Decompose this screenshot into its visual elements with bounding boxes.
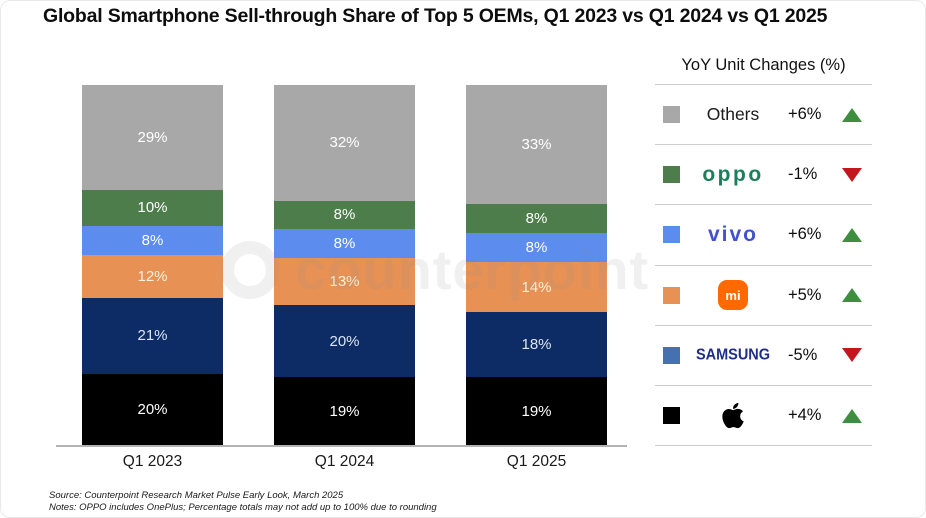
xiaomi-swatch-icon: [663, 286, 680, 304]
source-line: Source: Counterpoint Research Market Pul…: [49, 490, 344, 501]
legend-row-oppo: oppo -1%: [655, 145, 872, 206]
vivo-logo-icon: vivo: [680, 223, 786, 247]
samsung-trend-zone: [840, 348, 864, 363]
segment-samsung-q1-2024: 20%: [274, 305, 415, 378]
apple-logo-icon: [680, 401, 786, 430]
notes-line: Notes: OPPO includes OnePlus; Percentage…: [49, 501, 437, 513]
xiaomi-trend-zone: [840, 288, 864, 303]
down-arrow-icon: [842, 348, 862, 363]
vivo-swatch-icon: [663, 226, 680, 244]
vivo-trend-zone: [840, 227, 864, 242]
segment-others-q1-2025: 33%: [466, 85, 607, 205]
x-axis-label-q1-2025: Q1 2025: [506, 453, 567, 470]
segment-xiaomi-q1-2023: 12%: [82, 254, 223, 298]
vivo-yoy-change: +6%: [788, 225, 822, 244]
counterpoint-logo-icon: [221, 240, 279, 299]
others-logo-icon: Others: [680, 104, 786, 125]
segment-xiaomi-q1-2024: 13%: [274, 258, 415, 306]
segment-oppo-q1-2025: 8%: [466, 204, 607, 233]
up-arrow-icon: [842, 408, 862, 423]
xiaomi-mi-badge-icon: mi: [718, 280, 748, 311]
apple-swatch-icon: [663, 407, 680, 425]
segment-apple-q1-2023: 20%: [82, 373, 223, 446]
apple-yoy-change: +4%: [788, 406, 822, 425]
legend-row-apple: +4%: [655, 386, 872, 447]
up-arrow-icon: [842, 288, 862, 303]
segment-xiaomi-q1-2025: 14%: [466, 261, 607, 313]
vivo-wordmark: vivo: [707, 222, 759, 246]
others-label: Others: [706, 104, 760, 125]
stacked-bar-q1-2025: 33% 8% 8% 14% 18% 19%: [466, 85, 607, 446]
oppo-logo-icon: oppo: [680, 163, 786, 187]
segment-apple-q1-2025: 19%: [466, 377, 607, 446]
segment-vivo-q1-2024: 8%: [274, 229, 415, 259]
legend-row-vivo: vivo +6%: [655, 205, 872, 266]
samsung-swatch-icon: [663, 346, 680, 364]
oppo-trend-zone: [840, 167, 864, 182]
segment-samsung-q1-2025: 18%: [466, 312, 607, 378]
apple-trend-zone: [840, 408, 864, 423]
stacked-bar-q1-2023: 29% 10% 8% 12% 21% 20%: [82, 85, 223, 446]
legend-row-samsung: SAMSUNG -5%: [655, 326, 872, 386]
segment-vivo-q1-2023: 8%: [82, 225, 223, 255]
others-trend-zone: [840, 107, 864, 122]
yoy-legend-panel: YoY Unit Changes (%) Others +6% oppo -1% viv…: [655, 52, 872, 447]
chart-title: Global Smartphone Sell-through Share of …: [43, 5, 828, 27]
footer-notes: Source: Counterpoint Research Market Pul…: [49, 490, 437, 513]
legend-header: YoY Unit Changes (%): [681, 56, 846, 74]
apple-logo-icon: [721, 401, 745, 430]
segment-apple-q1-2024: 19%: [274, 377, 415, 446]
others-swatch-icon: [663, 106, 680, 124]
samsung-wordmark: SAMSUNG: [695, 346, 771, 364]
up-arrow-icon: [842, 107, 862, 122]
segment-oppo-q1-2024: 8%: [274, 200, 415, 230]
others-yoy-change: +6%: [788, 105, 822, 124]
x-axis-label-q1-2023: Q1 2023: [122, 453, 183, 470]
legend-row-xiaomi: mi +5%: [655, 266, 872, 326]
x-axis-label-q1-2024: Q1 2024: [314, 453, 375, 470]
samsung-yoy-change: -5%: [788, 345, 818, 364]
segment-oppo-q1-2023: 10%: [82, 189, 223, 226]
xiaomi-logo-icon: mi: [680, 280, 786, 311]
segment-others-q1-2024: 32%: [274, 85, 415, 201]
segment-others-q1-2023: 29%: [82, 85, 223, 190]
up-arrow-icon: [842, 227, 862, 242]
oppo-wordmark: oppo: [702, 162, 764, 186]
x-axis-line: [56, 445, 627, 447]
legend-rows: Others +6% oppo -1% vivo +6% mi +5% SAMSUNG -5% +4…: [655, 84, 872, 447]
oppo-swatch-icon: [663, 166, 680, 184]
segment-samsung-q1-2023: 21%: [82, 297, 223, 374]
xiaomi-yoy-change: +5%: [788, 285, 822, 304]
samsung-logo-icon: SAMSUNG: [680, 346, 786, 364]
stacked-bar-q1-2024: 32% 8% 8% 13% 20% 19%: [274, 85, 415, 446]
oppo-yoy-change: -1%: [788, 165, 818, 184]
segment-vivo-q1-2025: 8%: [466, 233, 607, 262]
down-arrow-icon: [842, 167, 862, 182]
legend-row-others: Others +6%: [655, 85, 872, 146]
